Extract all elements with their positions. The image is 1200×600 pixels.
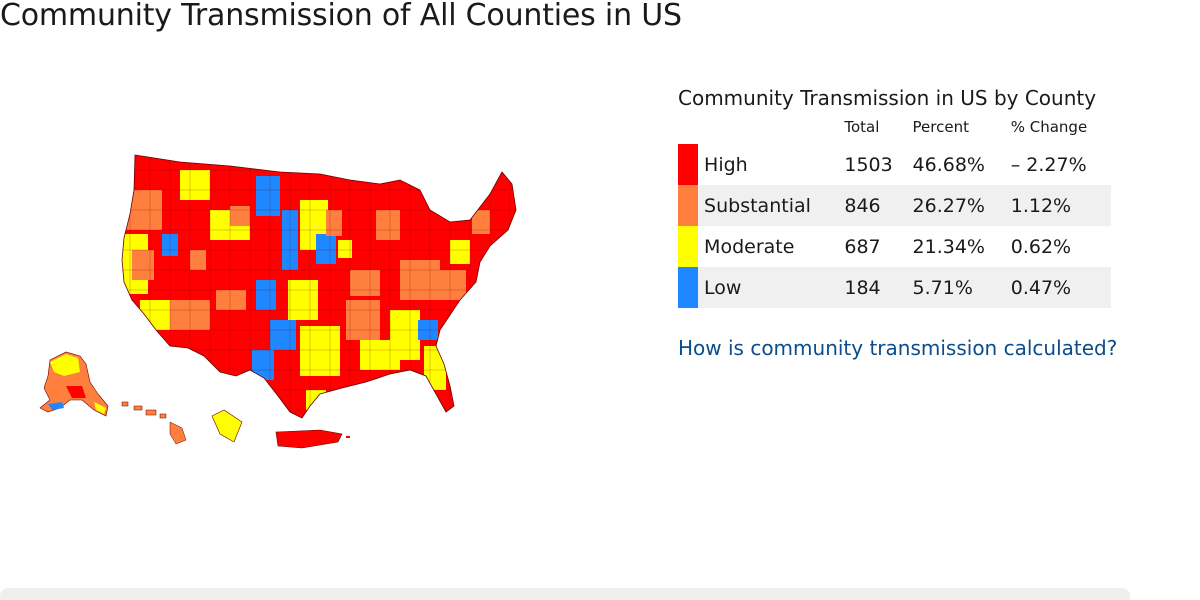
legend-row-low: Low 184 5.71% 0.47%: [678, 267, 1111, 308]
total-value: 184: [844, 267, 913, 308]
legend-row-high: High 1503 46.68% – 2.27%: [678, 144, 1111, 185]
level-label: Moderate: [704, 235, 795, 258]
conus-outline: [121, 154, 517, 419]
territory-guam: [211, 409, 243, 443]
substantial-swatch: [678, 185, 698, 226]
level-label: Substantial: [704, 185, 845, 226]
legend-row-moderate: Moderate 687 21.34% 0.62%: [678, 226, 1111, 267]
puerto-rico: [275, 429, 343, 449]
level-label: Low: [704, 267, 845, 308]
level-label: High: [704, 153, 748, 176]
legend-table: Total Percent % Change High 1503 46.68% …: [678, 116, 1111, 308]
change-value: 0.47%: [1010, 267, 1111, 308]
percent-value: 46.68%: [912, 153, 985, 176]
legend-title: Community Transmission in US by County: [678, 86, 1097, 110]
low-swatch: [678, 267, 698, 308]
header-change: % Change: [1010, 118, 1088, 136]
high-swatch: [678, 144, 698, 185]
change-value: – 2.27%: [1010, 153, 1087, 176]
legend-row-substantial: Substantial 846 26.27% 1.12%: [678, 185, 1111, 226]
alaska: [39, 351, 109, 417]
header-percent: Percent: [912, 118, 969, 136]
total-value: 1503: [844, 153, 893, 176]
header-total: Total: [844, 118, 880, 136]
change-value: 1.12%: [1010, 185, 1111, 226]
us-virgin-islands: [346, 436, 350, 438]
moderate-swatch: [678, 226, 698, 267]
total-value: 687: [844, 235, 881, 258]
county-patches: [122, 170, 490, 410]
change-value: 0.62%: [1010, 235, 1072, 258]
legend-header-row: Total Percent % Change: [678, 116, 1111, 144]
legend-panel: Community Transmission in US by County T…: [678, 86, 1118, 360]
percent-value: 26.27%: [912, 185, 1011, 226]
header-level-spacer: [704, 116, 844, 144]
percent-value: 5.71%: [912, 267, 1011, 308]
page-title: Community Transmission of All Counties i…: [0, 0, 682, 33]
us-map-svg: [39, 154, 517, 449]
footer-bar: [0, 588, 1130, 600]
header-swatch-spacer: [678, 116, 704, 144]
percent-value: 21.34%: [912, 235, 985, 258]
conus-counties: [122, 155, 516, 418]
transmission-calculation-link[interactable]: How is community transmission calculated…: [678, 336, 1118, 360]
total-value: 846: [844, 185, 913, 226]
us-county-map[interactable]: [20, 150, 540, 460]
hawaii: [121, 401, 187, 445]
